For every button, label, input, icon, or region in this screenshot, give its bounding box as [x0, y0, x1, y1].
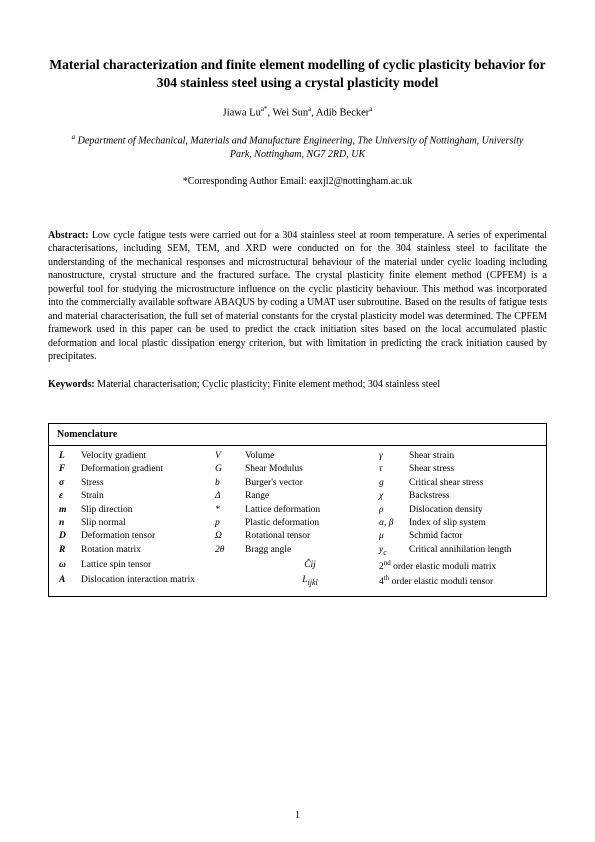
affiliation: a Department of Mechanical, Materials an…	[48, 133, 547, 161]
nomenclature-row: εStrainΔRangeχBackstress	[57, 490, 538, 503]
abstract: Abstract: Low cycle fatigue tests were c…	[48, 229, 547, 364]
nomenclature-row: DDeformation tensorΩRotational tensorμSc…	[57, 530, 538, 543]
nomenclature-row: LVelocity gradientVVolumeγShear strain	[57, 450, 538, 463]
nomenclature-row: σStressbBurger's vectorgCritical shear s…	[57, 476, 538, 489]
nomenclature-box: Nomenclature LVelocity gradientVVolumeγS…	[48, 423, 547, 597]
page-number: 1	[0, 809, 595, 823]
nomenclature-row: mSlip direction*Lattice deformationρDisl…	[57, 503, 538, 516]
abstract-label: Abstract:	[48, 230, 89, 241]
nomenclature-row: ωLattice spin tensorĈij2nd order elastic…	[57, 559, 538, 575]
nomenclature-row: nSlip normalpPlastic deformationα, βInde…	[57, 517, 538, 530]
abstract-text: Low cycle fatigue tests were carried out…	[48, 230, 547, 363]
keywords-text: Material characterisation; Cyclic plasti…	[97, 379, 440, 390]
authors: Jiawa Lua*, Wei Suna, Adib Beckera	[48, 105, 547, 121]
corresponding-author: *Corresponding Author Email: eaxjl2@nott…	[48, 175, 547, 189]
nomenclature-table: LVelocity gradientVVolumeγShear strainFD…	[57, 450, 538, 590]
nomenclature-row: FDeformation gradientGShear ModulusτShea…	[57, 463, 538, 476]
nomenclature-rule	[49, 445, 546, 446]
nomenclature-row: ADislocation interaction matrixLijkl4th …	[57, 574, 538, 590]
keywords-label: Keywords:	[48, 379, 95, 390]
keywords: Keywords: Material characterisation; Cyc…	[48, 378, 547, 392]
paper-title: Material characterization and finite ele…	[48, 56, 547, 91]
nomenclature-title: Nomenclature	[57, 428, 538, 442]
nomenclature-row: RRotation matrix2θBragg angleycCritical …	[57, 543, 538, 558]
